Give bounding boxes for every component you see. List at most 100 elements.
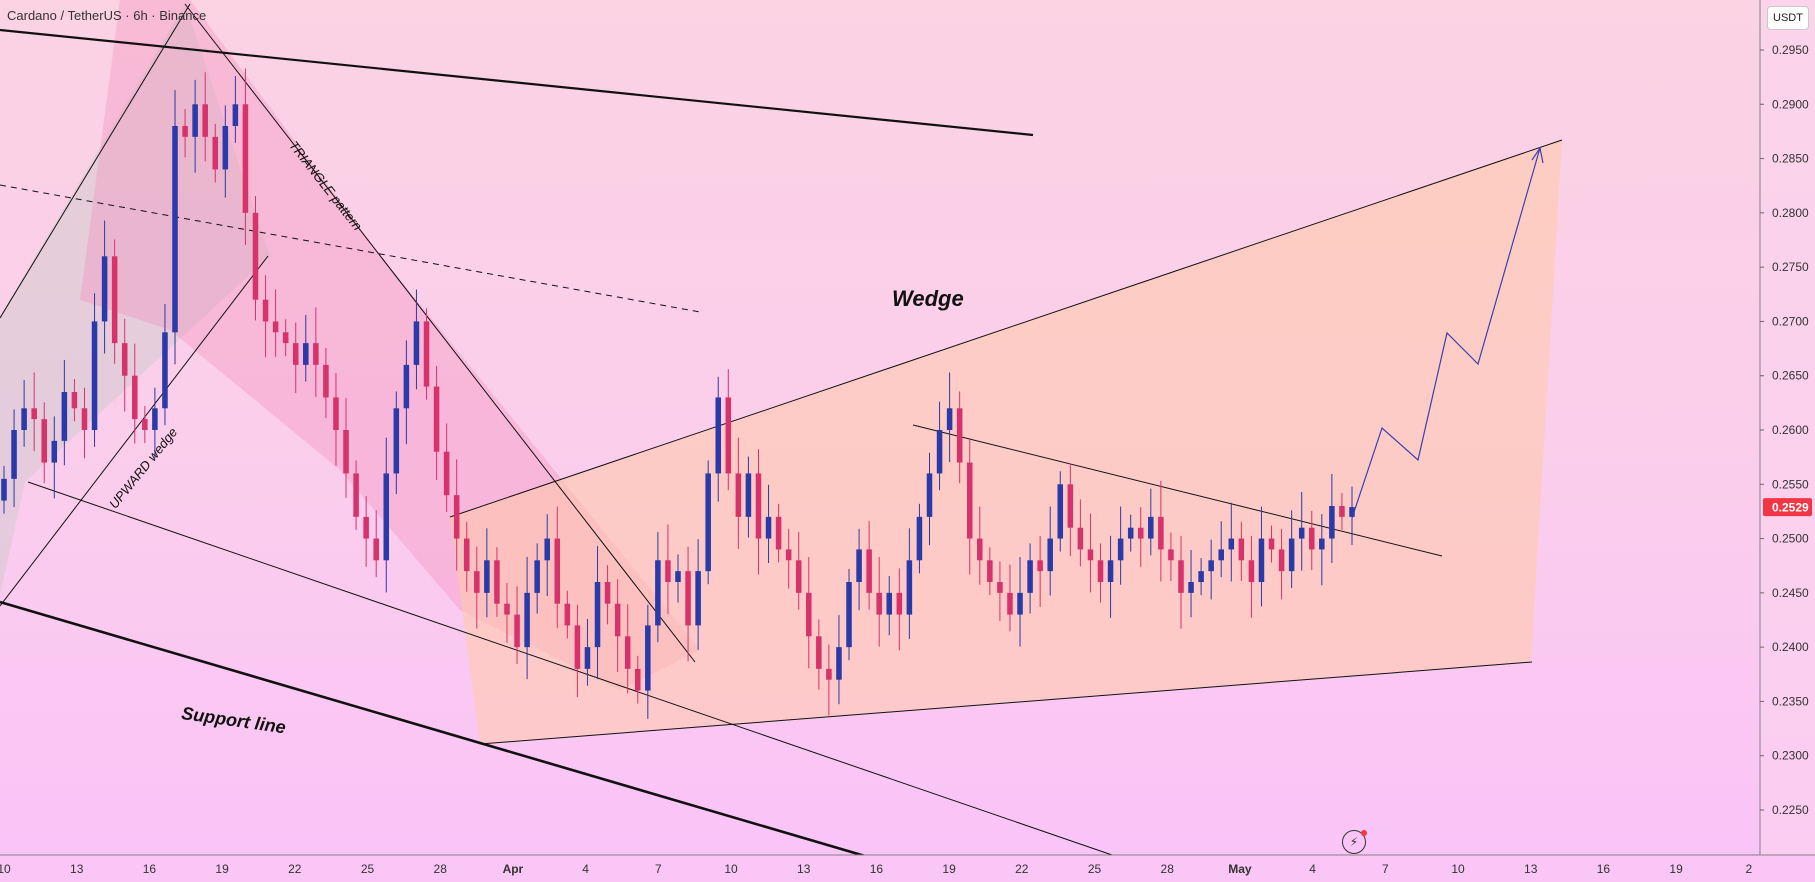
candle: [1298, 491, 1305, 571]
candle-body: [51, 440, 58, 463]
candle: [765, 484, 772, 563]
candle-body: [1027, 560, 1033, 593]
candle: [956, 391, 963, 484]
candle-body: [876, 592, 882, 615]
candle-body: [453, 495, 460, 539]
candle: [1107, 535, 1114, 618]
time-tick-label: 16: [870, 862, 884, 876]
candle: [1308, 510, 1315, 571]
candle-body: [1037, 560, 1043, 572]
candle-body: [534, 560, 540, 593]
candle: [132, 343, 138, 444]
candle-body: [1087, 549, 1094, 561]
candle-body: [41, 419, 48, 463]
candle-body: [111, 256, 118, 344]
candle-body: [353, 473, 359, 517]
candle: [936, 401, 943, 491]
candle-body: [916, 516, 923, 561]
candle-body: [1188, 582, 1194, 593]
candle-body: [1248, 560, 1255, 582]
candle-body: [443, 451, 450, 496]
wedge-lower-line: [479, 661, 1533, 745]
candle: [41, 402, 48, 484]
candle-body: [232, 104, 239, 126]
candle: [484, 528, 490, 618]
candle-body: [1137, 527, 1144, 539]
candle-body: [373, 538, 379, 561]
candle: [111, 239, 118, 364]
candle: [816, 619, 822, 690]
candle-body: [403, 364, 410, 409]
candle: [574, 604, 581, 698]
candle-body: [1268, 538, 1275, 550]
candle-body: [977, 538, 983, 561]
candle: [534, 543, 540, 614]
candle-body: [162, 332, 168, 409]
price-tick-label: 0.2700: [1772, 314, 1809, 328]
candle: [232, 76, 239, 143]
candle-body: [836, 647, 842, 680]
flash-icon[interactable]: ⚡: [1342, 830, 1367, 854]
candle-body: [655, 560, 661, 626]
time-tick-label: 19: [1669, 862, 1683, 876]
candle: [504, 583, 510, 643]
candle: [594, 546, 601, 680]
price-tick-label: 0.2900: [1772, 97, 1809, 111]
candle: [282, 319, 289, 357]
time-tick-label: 13: [1524, 862, 1538, 876]
candle: [222, 105, 229, 198]
candle-body: [886, 592, 893, 615]
candle-body: [715, 397, 722, 474]
projection-arrowhead: [1531, 146, 1544, 164]
candle: [393, 391, 400, 495]
candle-body: [1238, 538, 1245, 561]
candle-body: [333, 397, 339, 430]
candle: [1097, 543, 1104, 603]
candle: [142, 406, 148, 444]
candle: [564, 590, 571, 639]
candle-body: [614, 603, 621, 637]
candle: [252, 196, 259, 321]
candle: [1288, 510, 1295, 588]
candle-body: [806, 592, 812, 637]
candle-body: [393, 408, 400, 474]
candle-body: [463, 538, 470, 572]
time-tick-label: 7: [1382, 862, 1389, 876]
candle: [886, 576, 893, 636]
candle-body: [594, 582, 601, 648]
candle-body: [685, 571, 691, 626]
currency-button[interactable]: USDT: [1767, 6, 1809, 30]
candle-body: [323, 364, 329, 398]
candle: [1007, 564, 1013, 632]
candle-body: [846, 582, 852, 648]
price-tick-label: 0.2750: [1772, 260, 1809, 274]
time-tick-label: 19: [942, 862, 956, 876]
candle-body: [484, 560, 490, 593]
candle-body: [222, 126, 229, 170]
candle: [624, 604, 631, 694]
candle: [785, 528, 792, 589]
candle-body: [574, 625, 581, 669]
candle-body: [91, 321, 98, 430]
price-tick-label: 0.2350: [1772, 694, 1809, 708]
candle: [866, 521, 872, 610]
candle-body: [695, 571, 701, 626]
candle-body: [1329, 506, 1335, 539]
candle: [202, 72, 208, 162]
candle: [101, 220, 108, 354]
candle-body: [795, 560, 802, 593]
candle-body: [705, 473, 711, 572]
candle: [31, 372, 37, 452]
candle: [363, 496, 369, 567]
candle: [1067, 463, 1074, 556]
candle-body: [1178, 560, 1184, 593]
candle: [826, 644, 832, 716]
candle: [634, 655, 641, 704]
candle-body: [956, 408, 963, 463]
time-tick-label: May: [1228, 862, 1252, 876]
candle: [1349, 486, 1355, 546]
candle: [1087, 513, 1094, 593]
candle-body: [544, 538, 550, 561]
time-tick-label: 25: [361, 862, 375, 876]
